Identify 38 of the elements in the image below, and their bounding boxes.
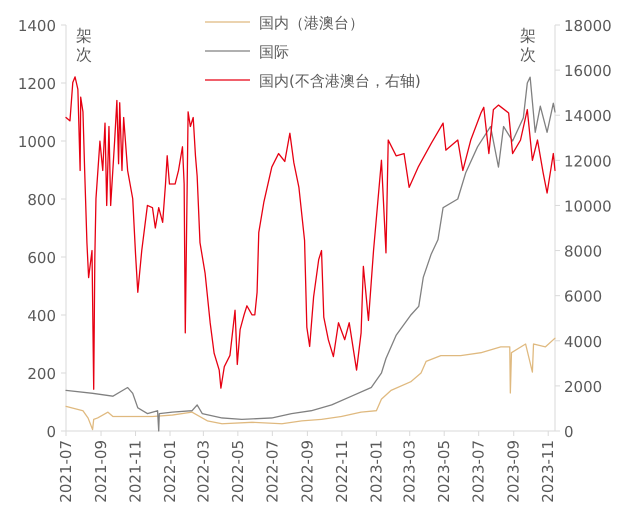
y-tick-label: 1200 — [18, 75, 56, 93]
y-tick-label: 600 — [27, 249, 56, 267]
y2-tick-label: 18000 — [564, 17, 612, 35]
x-tick-label: 2023-05 — [435, 440, 454, 503]
x-tick-label: 2021-07 — [57, 440, 75, 503]
y2-tick-label: 10000 — [564, 197, 612, 216]
y-tick-label: 1000 — [18, 133, 56, 151]
y-tick-label: 400 — [27, 307, 56, 325]
x-tick-label: 2022-05 — [228, 440, 247, 503]
x-tick-label: 2022-07 — [263, 440, 282, 503]
x-tick-label: 2022-09 — [298, 440, 316, 503]
legend-label: 国内(不含港澳台，右轴) — [259, 72, 421, 90]
legend-label: 国际 — [259, 43, 289, 61]
y-tick-label: 200 — [27, 365, 56, 383]
y2-tick-label: 0 — [564, 423, 574, 441]
x-tick-label: 2021-11 — [126, 440, 145, 503]
x-tick-label: 2022-03 — [194, 440, 212, 503]
axis-label: 架次 — [76, 26, 92, 64]
legend-label: 国内（港澳台） — [259, 14, 364, 32]
y2-tick-label: 6000 — [564, 288, 602, 306]
x-tick-label: 2023-11 — [539, 440, 558, 503]
y2-tick-label: 8000 — [564, 242, 602, 261]
x-tick-label: 2023-03 — [400, 440, 419, 503]
x-tick-label: 2022-01 — [161, 440, 180, 503]
y2-tick-label: 12000 — [564, 152, 612, 170]
axis-label: 架次 — [520, 26, 536, 64]
x-tick-label: 2023-09 — [504, 440, 523, 503]
x-tick-label: 2023-07 — [470, 440, 488, 503]
x-tick-label: 2023-01 — [367, 440, 386, 503]
y2-tick-label: 16000 — [564, 62, 612, 80]
y-tick-label: 800 — [27, 191, 56, 209]
y-tick-label: 1400 — [18, 17, 56, 35]
y2-tick-label: 14000 — [564, 107, 612, 126]
x-tick-label: 2021-09 — [92, 440, 110, 503]
y-tick-label: 0 — [46, 423, 56, 441]
x-tick-label: 2022-11 — [332, 440, 351, 503]
y2-tick-label: 2000 — [564, 378, 602, 396]
y2-tick-label: 4000 — [564, 332, 602, 351]
